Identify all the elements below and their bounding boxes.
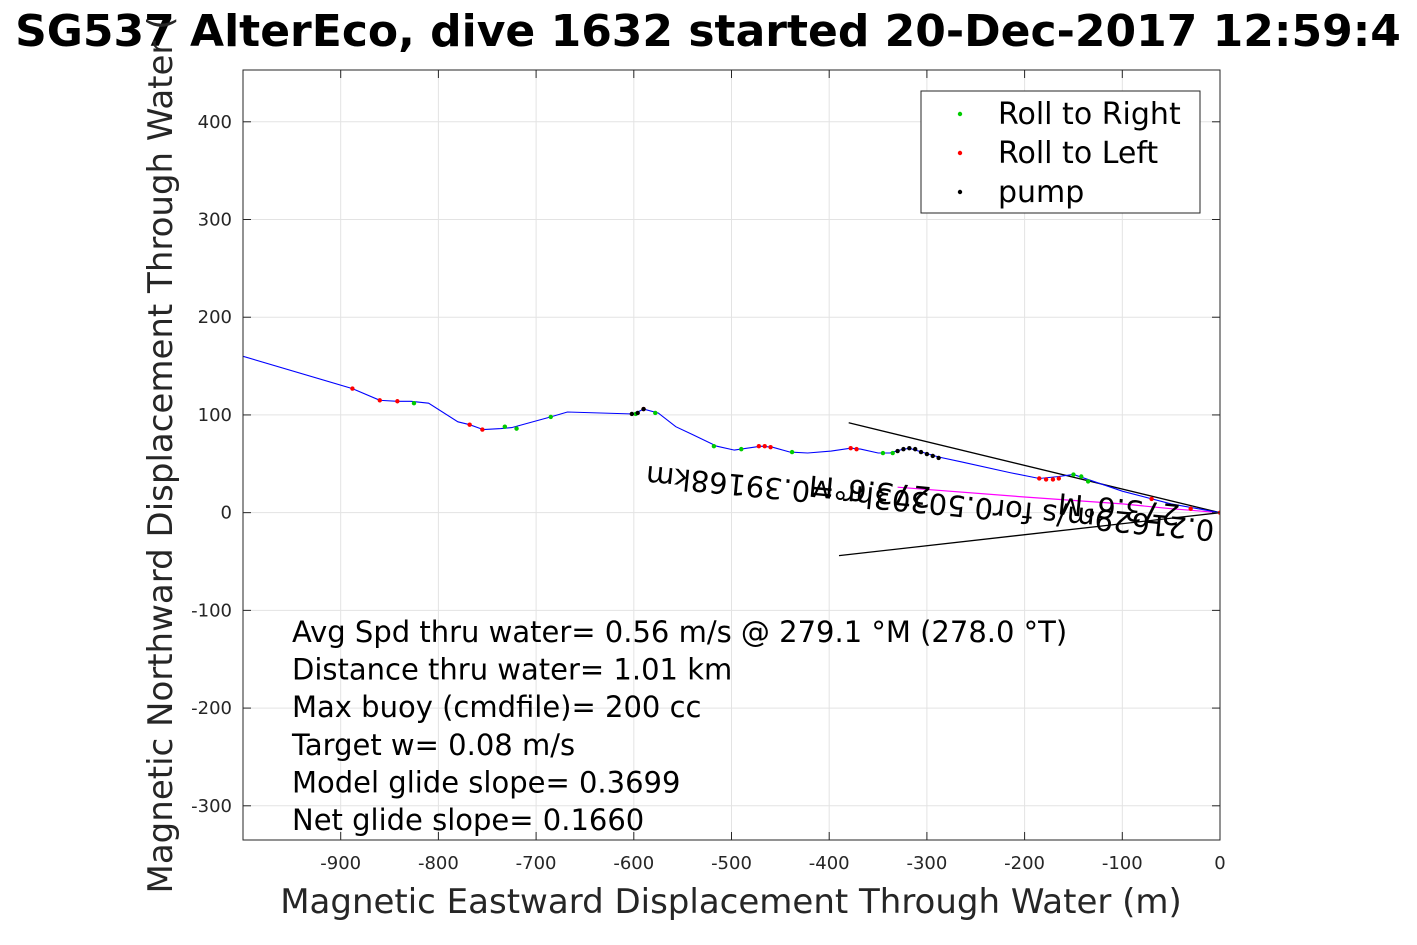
pump-point	[641, 406, 646, 412]
x-tick-label: -500	[711, 853, 752, 874]
roll-left-point	[848, 445, 853, 451]
stats-line: Target w= 0.08 m/s	[291, 728, 575, 762]
pump-point	[635, 410, 640, 416]
legend-marker	[957, 150, 963, 156]
legend-marker	[957, 189, 963, 195]
roll-right-point	[1085, 479, 1091, 484]
roll-right-point	[1079, 474, 1084, 479]
ticks: -900 -800 -700 -600 -500 -400 -300 -200 -100 0 -30…	[191, 70, 1226, 874]
roll-left-point	[1188, 506, 1193, 511]
chart-title: SG537 AlterEco, dive 1632 started 20-Dec…	[15, 6, 1401, 57]
roll-left-point	[377, 398, 382, 403]
pump-point	[895, 448, 900, 454]
legend-label: Roll to Right	[998, 97, 1181, 132]
return-line	[897, 486, 1220, 514]
roll-right-point	[502, 424, 508, 429]
pump-point	[936, 455, 941, 461]
pump-point	[924, 451, 930, 457]
y-tick-label: 0	[221, 503, 232, 524]
legend-marker	[957, 111, 963, 117]
stats-line: Avg Spd thru water= 0.56 m/s @ 279.1 °M …	[292, 615, 1067, 649]
roll-left-point	[1037, 476, 1042, 481]
x-tick-label: -800	[418, 853, 459, 874]
pump-point	[912, 446, 918, 452]
grid	[243, 70, 1221, 840]
cone-line	[838, 512, 1220, 557]
plot-data	[243, 355, 1220, 557]
roll-right-point	[711, 444, 717, 449]
roll-left-point	[768, 444, 773, 450]
x-tick-label: -100	[1102, 853, 1143, 874]
roll-right-point	[1071, 472, 1076, 477]
pump-point	[907, 445, 912, 451]
roll-right-point	[548, 414, 553, 420]
y-tick-label: -100	[191, 600, 232, 621]
legend-label: pump	[998, 175, 1084, 210]
roll-left-point	[1050, 477, 1056, 482]
roll-right-point	[653, 410, 658, 416]
cone-line	[848, 422, 1220, 514]
roll-right-point	[890, 450, 895, 456]
x-tick-label: -700	[516, 853, 557, 874]
roll-left-point	[350, 386, 355, 391]
x-tick-label: 0	[1214, 853, 1225, 874]
y-tick-label: 400	[198, 112, 232, 133]
legend-box	[920, 90, 1201, 214]
y-axis-label: Magnetic Northward Displacement Through …	[141, 17, 181, 894]
x-tick-label: -400	[809, 853, 850, 874]
x-tick-label: -300	[906, 853, 947, 874]
legend: Roll to Right Roll to Left pump	[920, 90, 1201, 214]
roll-right-point	[514, 426, 519, 431]
y-tick-label: -200	[191, 698, 232, 719]
x-tick-label: -600	[613, 853, 654, 874]
roll-left-point	[395, 399, 400, 404]
pump-point	[901, 446, 906, 452]
stats-line: Distance thru water= 1.01 km	[292, 653, 732, 687]
roll-left-point	[480, 427, 485, 432]
pump-point	[918, 449, 924, 455]
roll-left-point	[1043, 477, 1049, 482]
y-tick-label: 200	[198, 307, 232, 328]
stats-text: Avg Spd thru water= 0.56 m/s @ 279.1 °M …	[291, 615, 1067, 837]
stats-line: Net glide slope= 0.1660	[292, 803, 644, 837]
annotations: 0.21629m/s for0.50303hr =0.39168km273.6°…	[644, 459, 1215, 548]
stats-line: Max buoy (cmdfile)= 200 cc	[292, 690, 701, 724]
plot-area	[243, 355, 1220, 557]
roll-right-point	[789, 449, 795, 455]
x-tick-label: -900	[320, 853, 361, 874]
roll-left-point	[1056, 476, 1061, 481]
roll-left-point	[762, 444, 767, 449]
roll-right-point	[880, 450, 886, 456]
pump-point	[930, 453, 935, 459]
x-tick-label: -200	[1004, 853, 1045, 874]
x-axis-label: Magnetic Eastward Displacement Through W…	[280, 882, 1182, 922]
roll-left-point	[854, 446, 859, 452]
legend-label: Roll to Left	[998, 136, 1158, 171]
pump-point	[629, 411, 635, 417]
y-tick-label: 300	[198, 210, 232, 231]
roll-left-point	[1149, 496, 1154, 502]
roll-left-point	[467, 422, 472, 427]
roll-right-point	[411, 401, 417, 406]
roll-right-point	[739, 446, 744, 452]
y-tick-label: -300	[191, 796, 232, 817]
stats-line: Model glide slope= 0.3699	[292, 765, 680, 799]
roll-left-point	[756, 444, 762, 449]
y-tick-label: 100	[198, 405, 232, 426]
